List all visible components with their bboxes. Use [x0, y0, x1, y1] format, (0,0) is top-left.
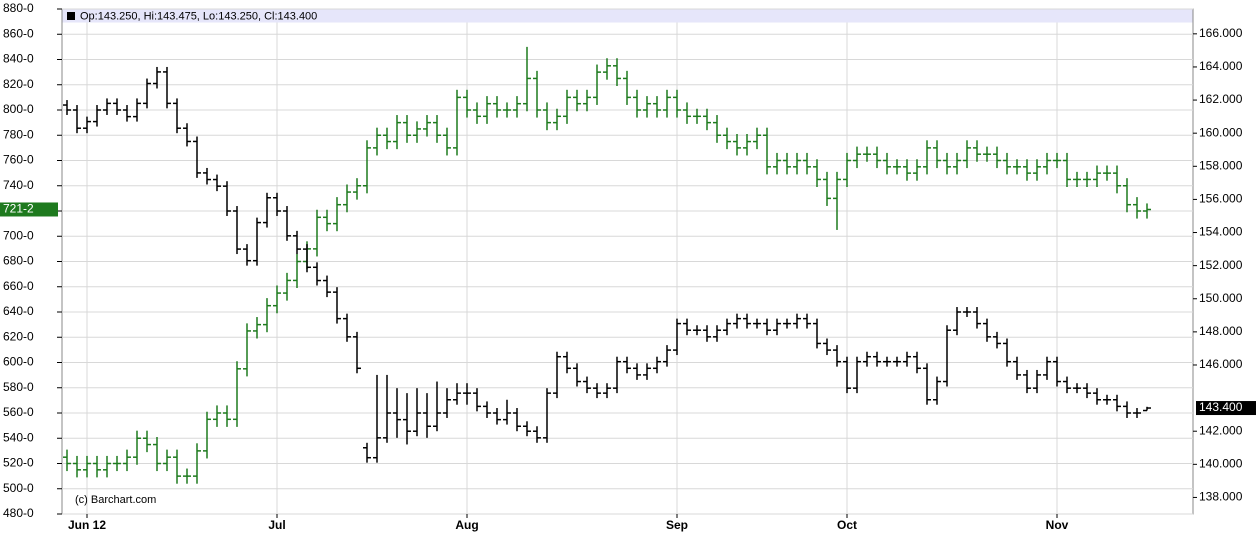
y-tick-label: 640-0: [3, 304, 34, 318]
x-tick-label: Jun 12: [68, 518, 106, 532]
y-tick-label: 880-0: [3, 1, 34, 15]
y-tick-label: 700-0: [3, 228, 34, 242]
y-tick-label: 740-0: [3, 178, 34, 192]
last-value-label: 143.400: [1199, 400, 1243, 414]
x-tick-label: Nov: [1046, 518, 1069, 532]
y-tick-label: 680-0: [3, 254, 34, 268]
y2-tick-label: 140.000: [1199, 456, 1243, 470]
y-tick-label: 660-0: [3, 279, 34, 293]
y-tick-label: 580-0: [3, 380, 34, 394]
y2-tick-label: 160.000: [1199, 125, 1243, 139]
x-tick-label: Aug: [455, 518, 478, 532]
y-tick-label: 840-0: [3, 52, 34, 66]
y-tick-label: 780-0: [3, 127, 34, 141]
y2-tick-label: 154.000: [1199, 225, 1243, 239]
y2-tick-label: 146.000: [1199, 357, 1243, 371]
y-tick-label: 480-0: [3, 506, 34, 520]
y2-tick-label: 158.000: [1199, 158, 1243, 172]
header-marker: [67, 12, 75, 20]
header-band: [62, 9, 1193, 23]
y2-tick-label: 164.000: [1199, 59, 1243, 73]
y-tick-label: 760-0: [3, 153, 34, 167]
y-tick-label: 600-0: [3, 355, 34, 369]
y2-tick-label: 166.000: [1199, 26, 1243, 40]
y-tick-label: 860-0: [3, 26, 34, 40]
header-text: Op:143.250, Hi:143.475, Lo:143.250, Cl:1…: [80, 10, 317, 22]
watermark: (c) Barchart.com: [75, 494, 156, 506]
y-tick-label: 800-0: [3, 102, 34, 116]
y-tick-label: 500-0: [3, 481, 34, 495]
y2-tick-label: 148.000: [1199, 324, 1243, 338]
x-tick-label: Sep: [666, 518, 688, 532]
x-tick-label: Oct: [837, 518, 857, 532]
y2-tick-label: 142.000: [1199, 423, 1243, 437]
last-value-box: [0, 202, 58, 217]
last-value-box: [1196, 401, 1256, 416]
y-tick-label: 540-0: [3, 430, 34, 444]
y-tick-label: 620-0: [3, 329, 34, 343]
y2-tick-label: 138.000: [1199, 490, 1243, 504]
y-tick-label: 520-0: [3, 456, 34, 470]
y2-tick-label: 156.000: [1199, 192, 1243, 206]
y-tick-label: 560-0: [3, 405, 34, 419]
y2-tick-label: 150.000: [1199, 291, 1243, 305]
x-tick-label: Jul: [268, 518, 285, 532]
last-value-label: 721-2: [3, 202, 34, 216]
y2-tick-label: 152.000: [1199, 258, 1243, 272]
y-tick-label: 820-0: [3, 77, 34, 91]
y2-tick-label: 162.000: [1199, 92, 1243, 106]
